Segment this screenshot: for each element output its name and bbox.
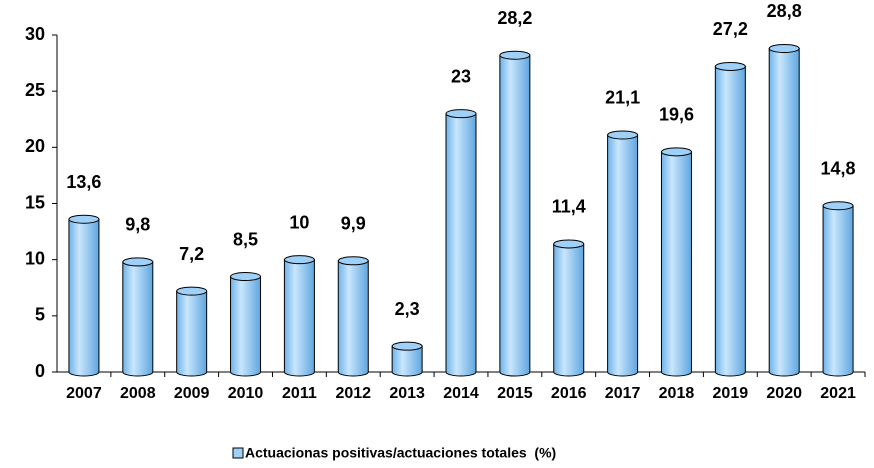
y-tick-label: 25 bbox=[25, 80, 45, 100]
bar bbox=[445, 109, 477, 377]
bar bbox=[607, 130, 639, 377]
data-label: 10 bbox=[289, 212, 309, 232]
bar bbox=[122, 257, 154, 377]
bar-top bbox=[445, 109, 477, 119]
x-tick-label: 2013 bbox=[389, 385, 425, 402]
x-tick-label: 2009 bbox=[174, 385, 210, 402]
bar-body bbox=[176, 290, 208, 377]
bar-top bbox=[176, 286, 208, 296]
bar bbox=[553, 239, 585, 377]
x-tick-label: 2019 bbox=[713, 385, 749, 402]
bar-top bbox=[553, 239, 585, 249]
y-tick-label: 30 bbox=[25, 24, 45, 44]
data-label: 21,1 bbox=[605, 88, 640, 108]
y-tick-label: 15 bbox=[25, 192, 45, 212]
x-tick-label: 2020 bbox=[766, 385, 802, 402]
bar-body bbox=[499, 54, 531, 377]
bar-body bbox=[122, 261, 154, 377]
x-tick-label: 2011 bbox=[282, 385, 317, 402]
data-label: 19,6 bbox=[659, 105, 694, 125]
bar bbox=[714, 61, 746, 377]
bar-body bbox=[230, 276, 262, 377]
bar-top bbox=[822, 201, 854, 211]
bar bbox=[230, 272, 262, 377]
bar-body bbox=[391, 345, 423, 377]
data-label: 23 bbox=[451, 66, 471, 86]
data-label: 8,5 bbox=[233, 229, 258, 249]
bar-top bbox=[714, 61, 746, 71]
bar-top bbox=[122, 257, 154, 267]
data-label: 28,2 bbox=[497, 8, 532, 28]
bar-body bbox=[822, 205, 854, 377]
bar bbox=[499, 50, 531, 377]
x-tick-label: 2007 bbox=[66, 385, 102, 402]
bar bbox=[768, 43, 800, 377]
x-tick-label: 2010 bbox=[228, 385, 264, 402]
y-tick-label: 10 bbox=[25, 248, 45, 268]
data-label: 13,6 bbox=[66, 172, 101, 192]
data-label: 7,2 bbox=[179, 244, 204, 264]
bar-top bbox=[768, 43, 800, 53]
x-tick-label: 2012 bbox=[335, 385, 371, 402]
data-label: 28,8 bbox=[767, 1, 802, 21]
bar-top bbox=[337, 256, 369, 266]
x-tick-label: 2017 bbox=[605, 385, 641, 402]
data-label: 2,3 bbox=[395, 299, 420, 319]
bar bbox=[176, 286, 208, 377]
bar bbox=[68, 214, 100, 377]
bar-body bbox=[337, 260, 369, 377]
bar-top bbox=[607, 130, 639, 140]
data-label: 9,9 bbox=[341, 214, 366, 234]
bar bbox=[822, 201, 854, 377]
x-tick-label: 2018 bbox=[659, 385, 695, 402]
data-label: 11,4 bbox=[552, 197, 586, 217]
x-tick-label: 2008 bbox=[120, 385, 156, 402]
data-label: 27,2 bbox=[713, 19, 748, 39]
y-tick-label: 20 bbox=[25, 136, 45, 156]
x-tick-label: 2021 bbox=[820, 385, 856, 402]
bar-top bbox=[660, 147, 692, 157]
bar-body bbox=[607, 134, 639, 377]
bar-body bbox=[553, 243, 585, 377]
x-tick-label: 2015 bbox=[497, 385, 533, 402]
bar-top bbox=[499, 50, 531, 60]
legend-label: Actuacionas positivas/actuaciones totale… bbox=[245, 445, 556, 461]
y-tick-label: 0 bbox=[35, 361, 45, 381]
bar bbox=[660, 147, 692, 377]
bar bbox=[337, 256, 369, 377]
bar-top bbox=[283, 255, 315, 265]
bar-top bbox=[68, 214, 100, 224]
data-label: 9,8 bbox=[125, 215, 150, 235]
bar-body bbox=[68, 218, 100, 377]
bar-top bbox=[391, 341, 423, 351]
bar-top bbox=[230, 272, 262, 282]
legend-swatch bbox=[232, 447, 244, 459]
bar bbox=[283, 255, 315, 377]
bar-body bbox=[714, 65, 746, 377]
bar-body bbox=[768, 47, 800, 377]
bar-body bbox=[660, 151, 692, 377]
bar-body bbox=[445, 113, 477, 377]
bar-body bbox=[283, 259, 315, 377]
data-label: 14,8 bbox=[821, 158, 856, 178]
bar bbox=[391, 341, 423, 377]
x-tick-label: 2016 bbox=[551, 385, 587, 402]
y-tick-label: 5 bbox=[35, 305, 45, 325]
x-tick-label: 2014 bbox=[443, 385, 479, 402]
